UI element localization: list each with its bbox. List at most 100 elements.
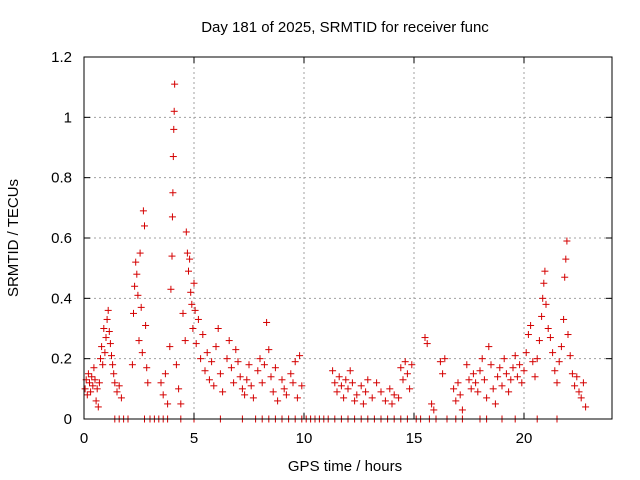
data-point [230,379,238,387]
axis-ticks: 0 0.2 0.4 0.6 0.8 1 1.2 0 5 10 15 20 [51,49,612,447]
data-point [216,370,224,378]
data-point [168,252,176,260]
data-point [469,370,477,378]
data-point [199,331,207,339]
data-point [247,382,255,390]
data-point [397,364,405,372]
data-point [223,355,231,363]
y-tick-label: 1 [64,109,72,126]
data-point [183,249,191,257]
y-tick-label: 0.4 [51,290,72,307]
data-point [159,391,167,399]
grid [84,57,612,419]
data-point [132,258,140,266]
data-point [474,388,482,396]
data-point [274,397,282,405]
data-point [168,213,176,221]
data-point [454,379,462,387]
data-point [194,315,202,323]
data-point [95,379,103,387]
data-point [177,400,185,408]
data-point [293,394,301,402]
data-point [256,355,264,363]
data-point [500,355,508,363]
data-point [357,382,365,390]
data-point [287,370,295,378]
data-point [505,388,513,396]
data-point [494,373,502,381]
data-point [478,355,486,363]
data-point [541,267,549,275]
data-point [110,370,118,378]
y-tick-label: 0.6 [51,230,72,247]
data-point [138,349,146,357]
data-point [161,370,169,378]
data-point [329,367,337,375]
data-point [511,352,519,360]
data-point [212,343,220,351]
data-point [245,361,253,369]
data-point [141,222,148,230]
data-point [254,367,262,375]
x-tick-label: 5 [190,430,198,447]
data-point [111,379,119,387]
data-point [109,361,117,369]
data-point [430,406,438,414]
data-point [560,315,568,323]
data-point [265,346,273,354]
data-point [388,400,396,408]
data-point [538,312,546,320]
data-point [377,388,385,396]
data-point [535,337,543,345]
data-point [142,321,150,329]
data-point [498,382,506,390]
data-point [115,382,123,390]
data-point [351,397,359,405]
data-point [181,337,189,345]
data-point [188,300,196,308]
data-point [476,367,484,375]
data-point [187,288,195,296]
data-point [575,388,583,396]
x-tick-label: 20 [516,430,533,447]
data-point [373,379,381,387]
data-point [463,361,471,369]
data-point [99,361,107,369]
x-axis-label: GPS time / hours [288,458,402,475]
data-point [210,382,218,390]
data-point [260,361,268,369]
data-point [169,189,177,197]
data-point [359,400,367,408]
data-point [236,373,244,381]
data-point [190,279,198,287]
data-point [428,400,436,408]
data-point [263,318,271,326]
data-point [362,388,370,396]
data-point [157,379,165,387]
x-tick-label: 15 [406,430,423,447]
data-point [544,325,552,332]
data-point [516,361,524,369]
data-point [542,300,550,308]
x-tick-label: 0 [80,430,88,447]
data-point [546,334,554,342]
data-point [97,355,104,363]
data-point [549,349,557,357]
data-point [456,391,464,399]
data-point [189,325,197,332]
data-point [563,237,571,245]
data-point [513,373,521,381]
data-point [81,385,89,393]
data-point [386,385,394,393]
data-point [564,331,572,339]
data-point [179,309,187,317]
data-point [88,373,96,381]
data-point [102,334,110,342]
data-point [364,376,372,384]
data-point [137,303,145,311]
data-point [520,367,528,375]
data-point [166,343,174,351]
data-point [271,364,279,372]
data-point [136,249,144,257]
